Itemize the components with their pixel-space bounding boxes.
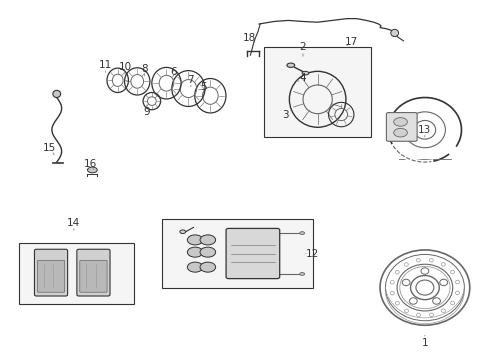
FancyBboxPatch shape — [80, 260, 107, 292]
Text: 16: 16 — [84, 159, 97, 169]
Text: 11: 11 — [99, 60, 112, 70]
Bar — [161, 220, 312, 288]
FancyBboxPatch shape — [77, 249, 110, 296]
FancyBboxPatch shape — [37, 260, 64, 292]
Text: 6: 6 — [170, 67, 177, 77]
FancyBboxPatch shape — [386, 113, 416, 141]
Text: 18: 18 — [242, 33, 256, 43]
Ellipse shape — [53, 90, 61, 98]
Ellipse shape — [187, 262, 203, 272]
Bar — [264, 47, 370, 137]
Ellipse shape — [87, 167, 97, 173]
Ellipse shape — [187, 247, 203, 257]
Text: 7: 7 — [187, 75, 194, 85]
Ellipse shape — [200, 262, 215, 272]
Ellipse shape — [390, 30, 398, 37]
Text: 4: 4 — [299, 73, 305, 83]
Text: 12: 12 — [305, 248, 319, 258]
Text: 9: 9 — [143, 107, 150, 117]
Ellipse shape — [302, 71, 308, 75]
FancyBboxPatch shape — [34, 249, 67, 296]
Text: 1: 1 — [421, 338, 427, 348]
Ellipse shape — [180, 230, 185, 234]
Ellipse shape — [200, 247, 215, 257]
Text: 17: 17 — [345, 37, 358, 47]
Ellipse shape — [299, 231, 304, 234]
Ellipse shape — [393, 129, 407, 137]
Text: 2: 2 — [299, 42, 305, 52]
Text: 14: 14 — [67, 218, 81, 228]
Ellipse shape — [299, 273, 304, 275]
Text: 15: 15 — [43, 143, 56, 153]
Text: 5: 5 — [199, 82, 206, 92]
Ellipse shape — [286, 63, 294, 67]
Ellipse shape — [393, 118, 407, 126]
FancyBboxPatch shape — [225, 228, 279, 279]
Bar — [19, 243, 134, 304]
Text: 8: 8 — [141, 64, 147, 74]
Text: 3: 3 — [282, 111, 289, 121]
Ellipse shape — [187, 235, 203, 245]
Text: 13: 13 — [417, 125, 430, 135]
Ellipse shape — [200, 235, 215, 245]
Text: 10: 10 — [118, 62, 131, 72]
